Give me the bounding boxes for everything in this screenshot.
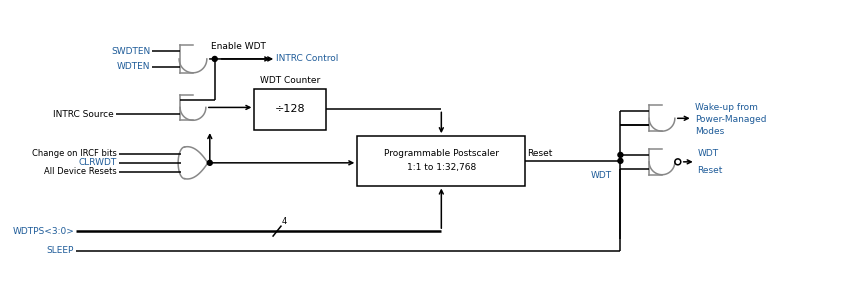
Text: ÷128: ÷128 — [274, 104, 305, 114]
Text: WDTPS<3:0>: WDTPS<3:0> — [13, 227, 75, 235]
Text: WDT: WDT — [590, 171, 612, 180]
Text: 1:1 to 1:32,768: 1:1 to 1:32,768 — [407, 163, 476, 172]
Circle shape — [208, 160, 213, 165]
Text: Programmable Postscaler: Programmable Postscaler — [384, 149, 499, 158]
Text: Power-Managed: Power-Managed — [695, 115, 767, 124]
Bar — [357, 136, 525, 186]
Circle shape — [618, 153, 623, 157]
Text: Reset: Reset — [528, 149, 553, 158]
Text: Reset: Reset — [698, 166, 723, 175]
Text: All Device Resets: All Device Resets — [44, 167, 117, 176]
Text: Modes: Modes — [695, 127, 724, 136]
Text: Wake-up from: Wake-up from — [695, 103, 757, 112]
Circle shape — [213, 56, 217, 61]
Text: WDT: WDT — [698, 149, 719, 158]
Text: INTRC Source: INTRC Source — [53, 110, 113, 119]
Text: CLRWDT: CLRWDT — [79, 158, 117, 167]
Bar — [254, 88, 325, 130]
Text: SLEEP: SLEEP — [47, 246, 75, 255]
Text: WDTEN: WDTEN — [117, 62, 151, 71]
Text: SWDTEN: SWDTEN — [111, 46, 151, 56]
Text: WDT Counter: WDT Counter — [260, 76, 320, 85]
Text: 4: 4 — [282, 217, 287, 226]
Text: Change on IRCF bits: Change on IRCF bits — [32, 149, 117, 158]
Text: Enable WDT: Enable WDT — [211, 42, 266, 51]
Text: INTRC Control: INTRC Control — [276, 54, 339, 64]
Circle shape — [618, 158, 623, 163]
